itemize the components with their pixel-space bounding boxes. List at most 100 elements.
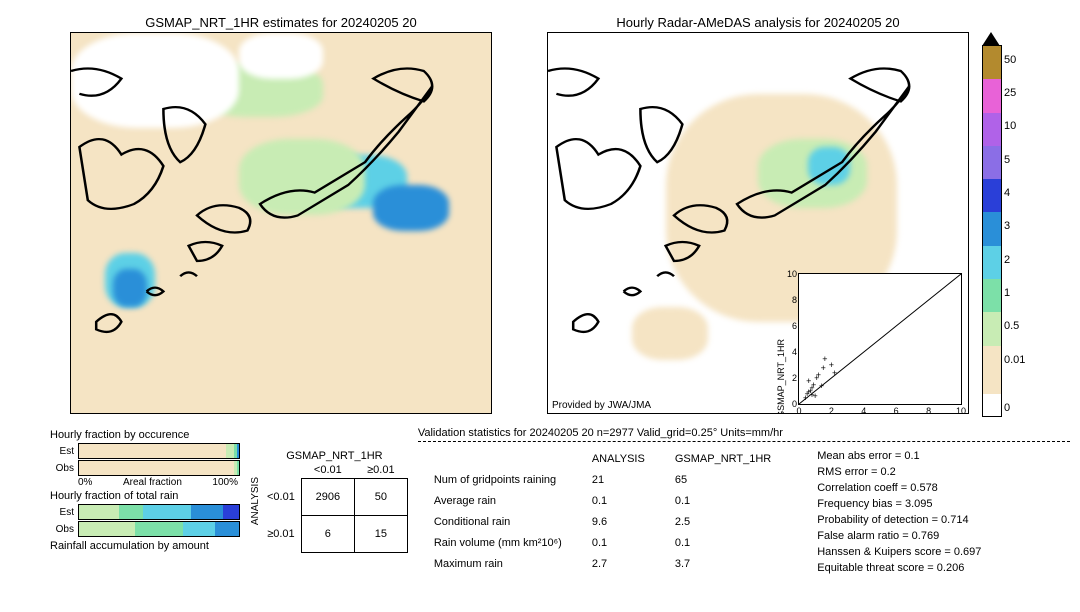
colorbar-tick: 0 (1004, 402, 1010, 414)
provided-label: Provided by JWA/JMA (552, 400, 651, 411)
colorbar-tick: 1 (1004, 287, 1010, 299)
bar-segment (79, 505, 119, 519)
cont-c21: 6 (301, 516, 354, 553)
scatter-ytick: 0 (792, 399, 797, 409)
colorbar-tick: 5 (1004, 154, 1010, 166)
validation-stats: Mean abs error = 0.1RMS error = 0.2Corre… (817, 448, 981, 576)
colorbar-segment (983, 246, 1001, 279)
scatter-plot: ++++++++++++++++00224466881010ANALYSISGS… (798, 273, 962, 405)
scatter-xtick: 8 (926, 406, 931, 414)
vrow-label: Maximum rain (420, 555, 576, 574)
scatter-ytick: 2 (792, 373, 797, 383)
accum-title: Rainfall accumulation by amount (50, 540, 240, 552)
right-map: 45°N40°N35°N30°N25°N125°E130°E135°E140°E… (547, 32, 969, 414)
left-map-title: GSMAP_NRT_1HR estimates for 20240205 20 (70, 15, 492, 30)
vrow-a: 21 (578, 471, 659, 490)
vrow-label: Average rain (420, 492, 576, 511)
cont-c22: 15 (354, 516, 407, 553)
scatter-ytick: 6 (792, 321, 797, 331)
stat-line: Mean abs error = 0.1 (817, 448, 981, 464)
colorbar-overflow-icon (982, 32, 1000, 46)
stat-line: Correlation coeff = 0.578 (817, 480, 981, 496)
scatter-xtick: 10 (956, 406, 966, 414)
cont-r-lt: <0.01 (261, 479, 301, 516)
bar-segment (183, 522, 215, 536)
bar-segment (237, 461, 239, 475)
bar-segment (135, 522, 183, 536)
bar-segment (226, 444, 234, 458)
cont-h-ge: ≥0.01 (354, 462, 407, 479)
hourly-bars: Hourly fraction by occurence Est Obs 0% … (50, 427, 240, 576)
occurrence-title: Hourly fraction by occurence (50, 429, 240, 441)
cont-c12: 50 (354, 479, 407, 516)
scatter-ylabel: GSMAP_NRT_1HR (776, 339, 786, 414)
colorbar-tick: 4 (1004, 187, 1010, 199)
colorbar-segment (983, 312, 1001, 345)
vrow-a: 0.1 (578, 492, 659, 511)
scatter-point: + (832, 370, 837, 376)
right-map-panel: Hourly Radar-AMeDAS analysis for 2024020… (547, 15, 969, 414)
scatter-xtick: 6 (894, 406, 899, 414)
total-title: Hourly fraction of total rain (50, 490, 240, 502)
bar-segment (191, 505, 223, 519)
colorbar-tick: 2 (1004, 254, 1010, 266)
vcol1: ANALYSIS (578, 450, 659, 469)
vrow-label: Conditional rain (420, 513, 576, 532)
stat-line: False alarm ratio = 0.769 (817, 528, 981, 544)
areal-mid: Areal fraction (123, 477, 182, 488)
cont-r-ge: ≥0.01 (261, 516, 301, 553)
bar-segment (119, 505, 143, 519)
est-label: Est (50, 446, 74, 457)
validation-table: ANALYSISGSMAP_NRT_1HR Num of gridpoints … (418, 448, 787, 576)
colorbar-segment (983, 394, 1001, 416)
obs-label2: Obs (50, 524, 74, 535)
left-map: 45°N40°N35°N30°N25°N125°E130°E135°E140°E… (70, 32, 492, 414)
scatter-point: + (819, 383, 824, 389)
colorbar-segment (983, 279, 1001, 312)
vrow-a: 0.1 (578, 534, 659, 553)
scatter-xtick: 0 (796, 406, 801, 414)
colorbar-segment (983, 346, 1001, 394)
colorbar-tick: 3 (1004, 220, 1010, 232)
right-map-title: Hourly Radar-AMeDAS analysis for 2024020… (547, 15, 969, 30)
colorbar-segment (983, 79, 1001, 112)
scatter-point: + (822, 356, 827, 362)
contingency-block: ANALYSIS GSMAP_NRT_1HR <0.01≥0.01 <0.012… (250, 427, 408, 576)
vrow-a: 9.6 (578, 513, 659, 532)
bar-segment (79, 444, 226, 458)
obs-label: Obs (50, 463, 74, 474)
divider (418, 441, 1070, 442)
scatter-xtick: 2 (829, 406, 834, 414)
occurrence-est-bar (78, 443, 240, 459)
cont-c11: 2906 (301, 479, 354, 516)
stat-line: Equitable threat score = 0.206 (817, 560, 981, 576)
cont-h-lt: <0.01 (301, 462, 354, 479)
scatter-ytick: 8 (792, 295, 797, 305)
vrow-a: 2.7 (578, 555, 659, 574)
scatter-ytick: 10 (787, 269, 797, 279)
stat-line: Hanssen & Kuipers score = 0.697 (817, 544, 981, 560)
est-label2: Est (50, 507, 74, 518)
bar-segment (223, 505, 239, 519)
stat-line: Probability of detection = 0.714 (817, 512, 981, 528)
stat-line: RMS error = 0.2 (817, 464, 981, 480)
colorbar-tick: 0.5 (1004, 320, 1019, 332)
bottom-row: Hourly fraction by occurence Est Obs 0% … (10, 427, 1070, 576)
vrow-label: Num of gridpoints raining (420, 471, 576, 490)
bar-segment (143, 505, 191, 519)
colorbar-tick: 0.01 (1004, 354, 1025, 366)
cont-col-title: GSMAP_NRT_1HR (261, 450, 408, 462)
colorbar-segment (983, 113, 1001, 146)
maps-row: GSMAP_NRT_1HR estimates for 20240205 20 … (10, 10, 1070, 419)
validation-title: Validation statistics for 20240205 20 n=… (418, 427, 1070, 439)
total-est-bar (78, 504, 240, 520)
stat-line: Frequency bias = 3.095 (817, 496, 981, 512)
bar-segment (237, 444, 239, 458)
scatter-point: + (809, 392, 814, 398)
vrow-b: 0.1 (661, 492, 785, 511)
bar-segment (79, 461, 234, 475)
scatter-xtick: 4 (861, 406, 866, 414)
colorbar-segment (983, 146, 1001, 179)
vrow-b: 65 (661, 471, 785, 490)
contingency-table: <0.01≥0.01 <0.01290650 ≥0.01615 (261, 462, 408, 553)
